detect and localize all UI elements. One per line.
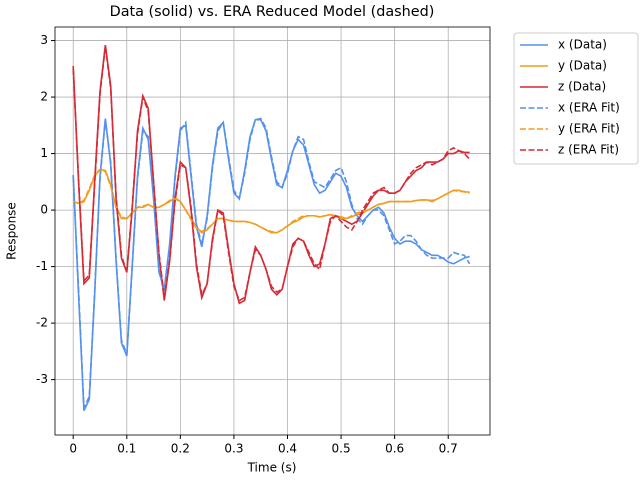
x-tick-label: 0.6 bbox=[385, 442, 404, 456]
x-tick-label: 0.1 bbox=[117, 442, 136, 456]
legend-label: x (Data) bbox=[558, 38, 607, 52]
legend-label: x (ERA Fit) bbox=[558, 101, 620, 115]
x-tick-label: 0.5 bbox=[332, 442, 351, 456]
y-tick-label: 3 bbox=[40, 33, 48, 47]
x-tick-label: 0.3 bbox=[224, 442, 243, 456]
y-tick-label: -1 bbox=[36, 259, 48, 273]
x-axis-label: Time (s) bbox=[247, 461, 297, 475]
legend-label: y (ERA Fit) bbox=[558, 122, 620, 136]
x-tick-label: 0 bbox=[69, 442, 77, 456]
data-line bbox=[72, 117, 471, 409]
y-axis-label: Response bbox=[5, 202, 19, 260]
plot-frame bbox=[54, 26, 491, 436]
data-line bbox=[72, 168, 470, 234]
legend-label: z (Data) bbox=[558, 80, 606, 94]
x-tick-label: 0.2 bbox=[171, 442, 190, 456]
x-tick-label: 0.4 bbox=[278, 442, 297, 456]
y-tick-label: -2 bbox=[36, 316, 48, 330]
y-tick-label: -3 bbox=[36, 372, 48, 386]
x-tick-label: 0.7 bbox=[439, 442, 458, 456]
data-line bbox=[72, 118, 470, 412]
legend-label: z (ERA Fit) bbox=[558, 143, 619, 157]
y-tick-label: 1 bbox=[40, 146, 48, 160]
y-tick-label: 0 bbox=[40, 203, 48, 217]
chart-title: Data (solid) vs. ERA Reduced Model (dash… bbox=[110, 4, 435, 20]
legend-label: y (Data) bbox=[558, 59, 607, 73]
y-tick-label: 2 bbox=[40, 90, 48, 104]
data-line bbox=[72, 46, 471, 302]
